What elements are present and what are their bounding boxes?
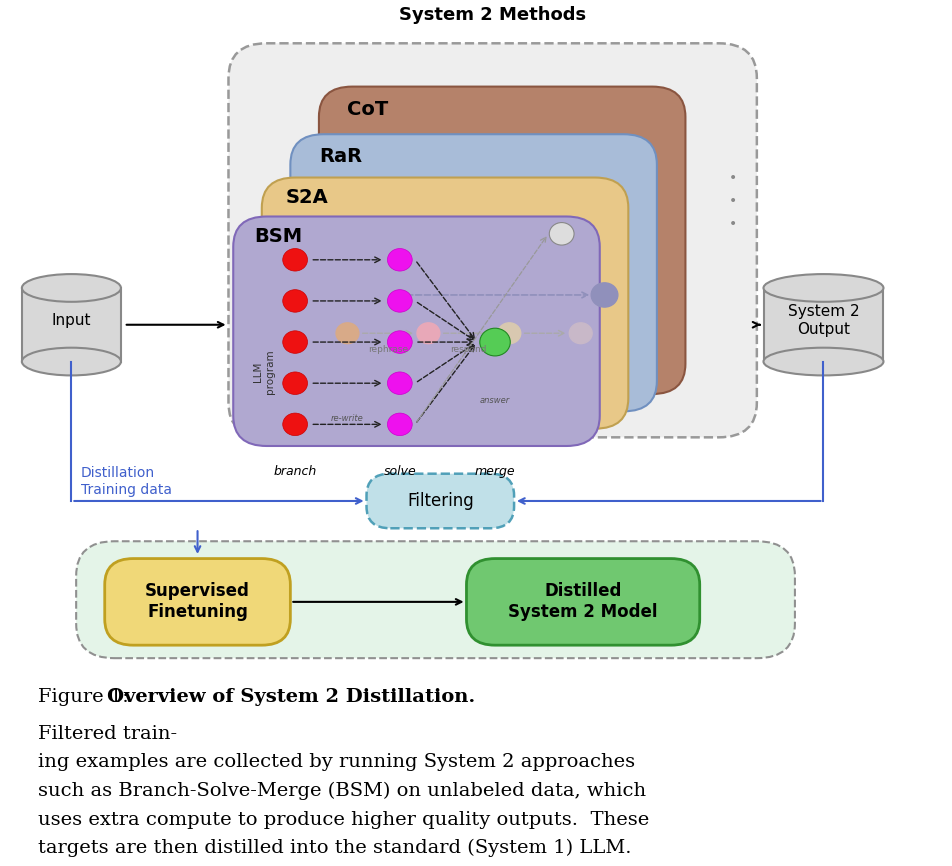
Circle shape: [283, 331, 307, 353]
Circle shape: [591, 283, 618, 307]
Text: merge: merge: [475, 465, 515, 478]
Circle shape: [498, 323, 521, 344]
Text: Supervised
Finetuning: Supervised Finetuning: [145, 583, 250, 621]
FancyBboxPatch shape: [367, 474, 514, 528]
FancyBboxPatch shape: [319, 87, 685, 394]
Text: such as Branch-Solve-Merge (BSM) on unlabeled data, which: such as Branch-Solve-Merge (BSM) on unla…: [38, 782, 646, 800]
Text: LLM
program: LLM program: [253, 349, 274, 394]
Text: Figure 1:: Figure 1:: [38, 688, 135, 707]
Circle shape: [387, 249, 412, 271]
Circle shape: [336, 323, 359, 344]
Circle shape: [549, 223, 574, 245]
Bar: [22, 288, 121, 362]
Text: Overview of System 2 Distillation.: Overview of System 2 Distillation.: [107, 688, 475, 707]
Circle shape: [480, 328, 510, 356]
Text: solve: solve: [384, 465, 416, 478]
Circle shape: [417, 323, 440, 344]
FancyBboxPatch shape: [233, 216, 600, 446]
Text: branch: branch: [273, 465, 317, 478]
Text: System 2
Output: System 2 Output: [787, 304, 860, 337]
FancyBboxPatch shape: [228, 43, 757, 437]
Circle shape: [387, 331, 412, 353]
Ellipse shape: [22, 347, 121, 376]
Circle shape: [283, 372, 307, 395]
Ellipse shape: [764, 347, 883, 376]
Text: S2A: S2A: [286, 188, 328, 207]
Text: Distilled
System 2 Model: Distilled System 2 Model: [508, 583, 658, 621]
FancyBboxPatch shape: [105, 559, 290, 645]
Text: ing examples are collected by running System 2 approaches: ing examples are collected by running Sy…: [38, 753, 635, 772]
FancyBboxPatch shape: [76, 541, 795, 658]
Text: rephrase: rephrase: [367, 346, 408, 354]
FancyBboxPatch shape: [290, 134, 657, 411]
Text: respond: respond: [450, 346, 487, 354]
Circle shape: [387, 289, 412, 313]
Text: Filtered train-: Filtered train-: [38, 725, 177, 743]
FancyBboxPatch shape: [466, 559, 700, 645]
Text: re-write: re-write: [331, 414, 364, 423]
Circle shape: [569, 323, 592, 344]
Text: System 2 Methods: System 2 Methods: [399, 6, 586, 24]
Circle shape: [283, 289, 307, 313]
Text: RaR: RaR: [319, 147, 362, 166]
Text: Filtering: Filtering: [407, 492, 474, 510]
Circle shape: [387, 413, 412, 436]
Text: •
•
•: • • •: [729, 171, 737, 230]
Text: CoT: CoT: [347, 100, 388, 119]
Circle shape: [283, 413, 307, 436]
Circle shape: [387, 372, 412, 395]
Bar: [764, 288, 883, 362]
Text: Input: Input: [51, 313, 91, 328]
FancyBboxPatch shape: [262, 178, 628, 429]
Text: BSM: BSM: [254, 227, 303, 246]
Ellipse shape: [764, 275, 883, 302]
Text: Distillation
Training data: Distillation Training data: [81, 467, 172, 497]
Text: answer: answer: [480, 396, 510, 404]
Text: uses extra compute to produce higher quality outputs.  These: uses extra compute to produce higher qua…: [38, 811, 649, 829]
Text: targets are then distilled into the standard (System 1) LLM.: targets are then distilled into the stan…: [38, 839, 631, 857]
Ellipse shape: [22, 275, 121, 302]
Circle shape: [283, 249, 307, 271]
